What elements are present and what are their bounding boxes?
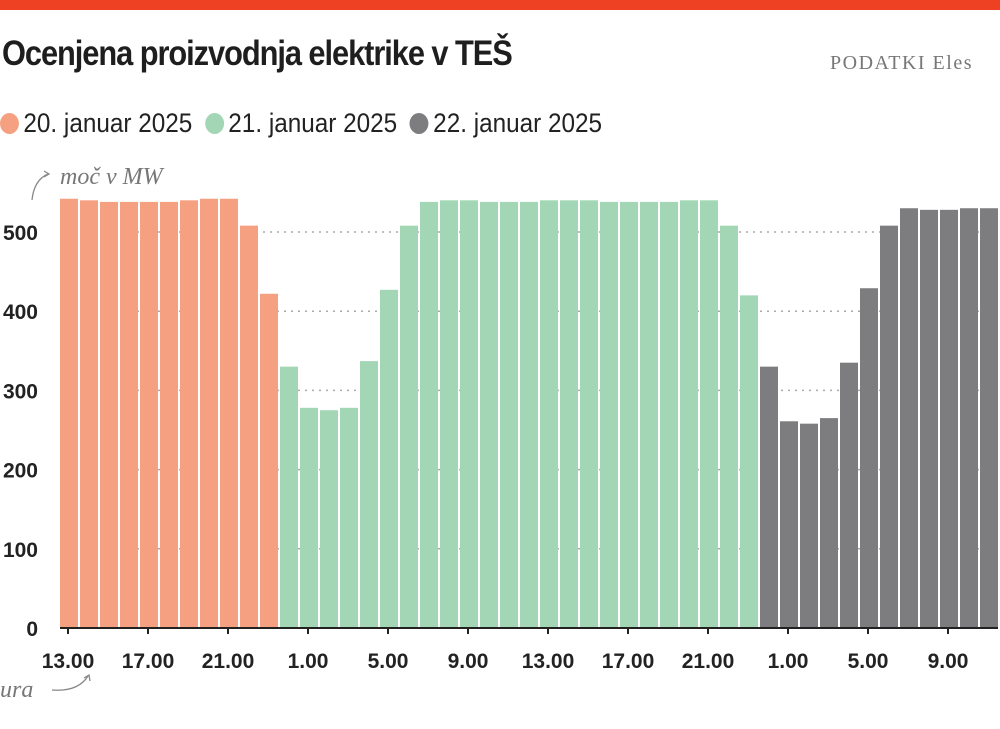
bar bbox=[520, 201, 538, 629]
bar bbox=[120, 201, 138, 629]
arrow-head-icon bbox=[83, 673, 91, 682]
x-tick-label: 5.00 bbox=[368, 650, 409, 673]
bar bbox=[660, 201, 678, 629]
bar bbox=[200, 198, 218, 628]
y-tick-label: 0 bbox=[26, 618, 38, 641]
x-tick-label: 1.00 bbox=[288, 650, 329, 673]
bar bbox=[980, 208, 998, 629]
legend-item-day1: 20. januar 2025 bbox=[0, 108, 192, 139]
bar bbox=[580, 200, 598, 628]
bar bbox=[540, 200, 558, 628]
bar bbox=[600, 201, 618, 629]
legend-label: 20. januar 2025 bbox=[23, 108, 193, 138]
bar bbox=[720, 225, 738, 628]
y-axis-label: moč v MW bbox=[60, 164, 165, 190]
bar bbox=[380, 289, 398, 628]
bar bbox=[860, 288, 878, 628]
x-tick-label: 13.00 bbox=[42, 650, 95, 673]
bar bbox=[640, 201, 658, 629]
bar bbox=[160, 201, 178, 629]
bar bbox=[300, 407, 318, 628]
chart-title: Ocenjena proizvodnja elektrike v TEŠ bbox=[2, 34, 513, 73]
bar bbox=[920, 209, 938, 628]
bar bbox=[840, 362, 858, 628]
bar bbox=[480, 201, 498, 629]
bar bbox=[420, 201, 438, 629]
bar bbox=[220, 198, 238, 628]
bar bbox=[760, 366, 778, 628]
legend: 20. januar 2025 21. januar 2025 22. janu… bbox=[0, 108, 602, 139]
x-tick-label: 13.00 bbox=[522, 650, 575, 673]
ylabel-arrow-icon bbox=[31, 173, 49, 201]
y-tick-label: 300 bbox=[3, 380, 38, 403]
bar bbox=[800, 423, 818, 628]
bar bbox=[440, 200, 458, 628]
x-tick-label: 21.00 bbox=[682, 650, 735, 673]
data-source: PODATKI Eles bbox=[830, 52, 973, 74]
bar bbox=[880, 225, 898, 628]
arrow-head-icon bbox=[43, 170, 51, 178]
bar bbox=[680, 200, 698, 628]
bar bbox=[360, 361, 378, 628]
legend-item-day2: 21. januar 2025 bbox=[204, 108, 398, 139]
legend-dot-icon bbox=[204, 113, 224, 134]
legend-label: 22. januar 2025 bbox=[433, 108, 603, 138]
bar bbox=[960, 208, 978, 629]
y-tick-label: 400 bbox=[3, 301, 38, 324]
x-tick-label: 9.00 bbox=[448, 650, 489, 673]
bar bbox=[460, 200, 478, 628]
bar bbox=[700, 200, 718, 628]
x-tick-label: 5.00 bbox=[848, 650, 889, 673]
bar bbox=[500, 201, 518, 629]
bar bbox=[620, 201, 638, 629]
bar bbox=[940, 209, 958, 628]
legend-label: 21. januar 2025 bbox=[228, 108, 398, 138]
x-tick-label: 9.00 bbox=[928, 650, 969, 673]
x-tick-label: 17.00 bbox=[122, 650, 175, 673]
legend-item-day3: 22. januar 2025 bbox=[409, 108, 603, 139]
legend-dot-icon bbox=[0, 113, 19, 134]
bar bbox=[560, 200, 578, 628]
bar bbox=[260, 293, 278, 628]
bar bbox=[740, 295, 758, 628]
bar bbox=[320, 410, 338, 628]
x-tick-label: 17.00 bbox=[602, 650, 655, 673]
bar bbox=[820, 418, 838, 628]
x-tick-label: 21.00 bbox=[202, 650, 255, 673]
xlabel-arrow-icon bbox=[51, 675, 89, 691]
bar bbox=[240, 225, 258, 628]
bar bbox=[780, 421, 798, 628]
bar bbox=[60, 198, 78, 628]
x-tick-label: 1.00 bbox=[768, 650, 809, 673]
bar bbox=[100, 201, 118, 629]
bar bbox=[400, 225, 418, 628]
bar bbox=[140, 201, 158, 629]
bar bbox=[280, 366, 298, 628]
bar bbox=[80, 200, 98, 628]
bar bbox=[900, 208, 918, 629]
bar bbox=[340, 407, 358, 628]
legend-dot-icon bbox=[409, 113, 429, 134]
y-tick-label: 200 bbox=[3, 460, 38, 483]
accent-bar bbox=[0, 0, 1000, 10]
x-axis-label: ura bbox=[0, 677, 33, 703]
bar bbox=[180, 200, 198, 628]
y-tick-label: 500 bbox=[3, 222, 38, 245]
y-tick-label: 100 bbox=[3, 539, 38, 562]
